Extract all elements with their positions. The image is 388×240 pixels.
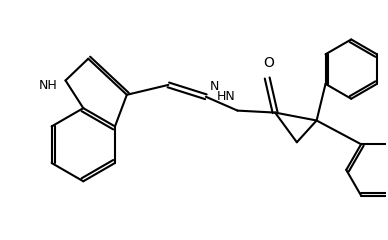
Text: NH: NH (39, 79, 57, 92)
Text: O: O (264, 56, 275, 70)
Text: HN: HN (217, 90, 236, 103)
Text: N: N (210, 80, 219, 93)
